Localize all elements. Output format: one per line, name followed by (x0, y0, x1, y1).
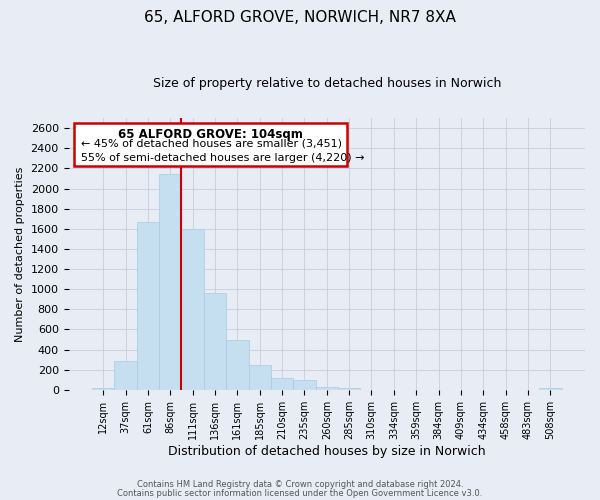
Bar (181, 229, 204, 390)
Bar (115, 360, 137, 390)
Text: Contains public sector information licensed under the Open Government Licence v3: Contains public sector information licen… (118, 488, 482, 498)
Bar (92, 388, 115, 390)
Text: Contains HM Land Registry data © Crown copyright and database right 2024.: Contains HM Land Registry data © Crown c… (137, 480, 463, 489)
Title: Size of property relative to detached houses in Norwich: Size of property relative to detached ho… (152, 78, 501, 90)
Text: 65 ALFORD GROVE: 104sqm: 65 ALFORD GROVE: 104sqm (118, 128, 303, 140)
Y-axis label: Number of detached properties: Number of detached properties (15, 166, 25, 342)
Text: 65, ALFORD GROVE, NORWICH, NR7 8XA: 65, ALFORD GROVE, NORWICH, NR7 8XA (144, 10, 456, 25)
X-axis label: Distribution of detached houses by size in Norwich: Distribution of detached houses by size … (168, 444, 485, 458)
Bar (338, 388, 361, 390)
Text: ← 45% of detached houses are smaller (3,451): ← 45% of detached houses are smaller (3,… (82, 138, 343, 148)
Bar (159, 174, 181, 390)
Bar (293, 380, 316, 390)
Bar (137, 222, 159, 390)
Bar (539, 388, 562, 390)
Bar (271, 378, 293, 390)
Bar (204, 293, 226, 390)
Bar (248, 364, 271, 390)
Bar (226, 340, 248, 390)
FancyBboxPatch shape (74, 124, 347, 166)
Bar (316, 387, 338, 390)
Text: 55% of semi-detached houses are larger (4,220) →: 55% of semi-detached houses are larger (… (82, 153, 365, 163)
